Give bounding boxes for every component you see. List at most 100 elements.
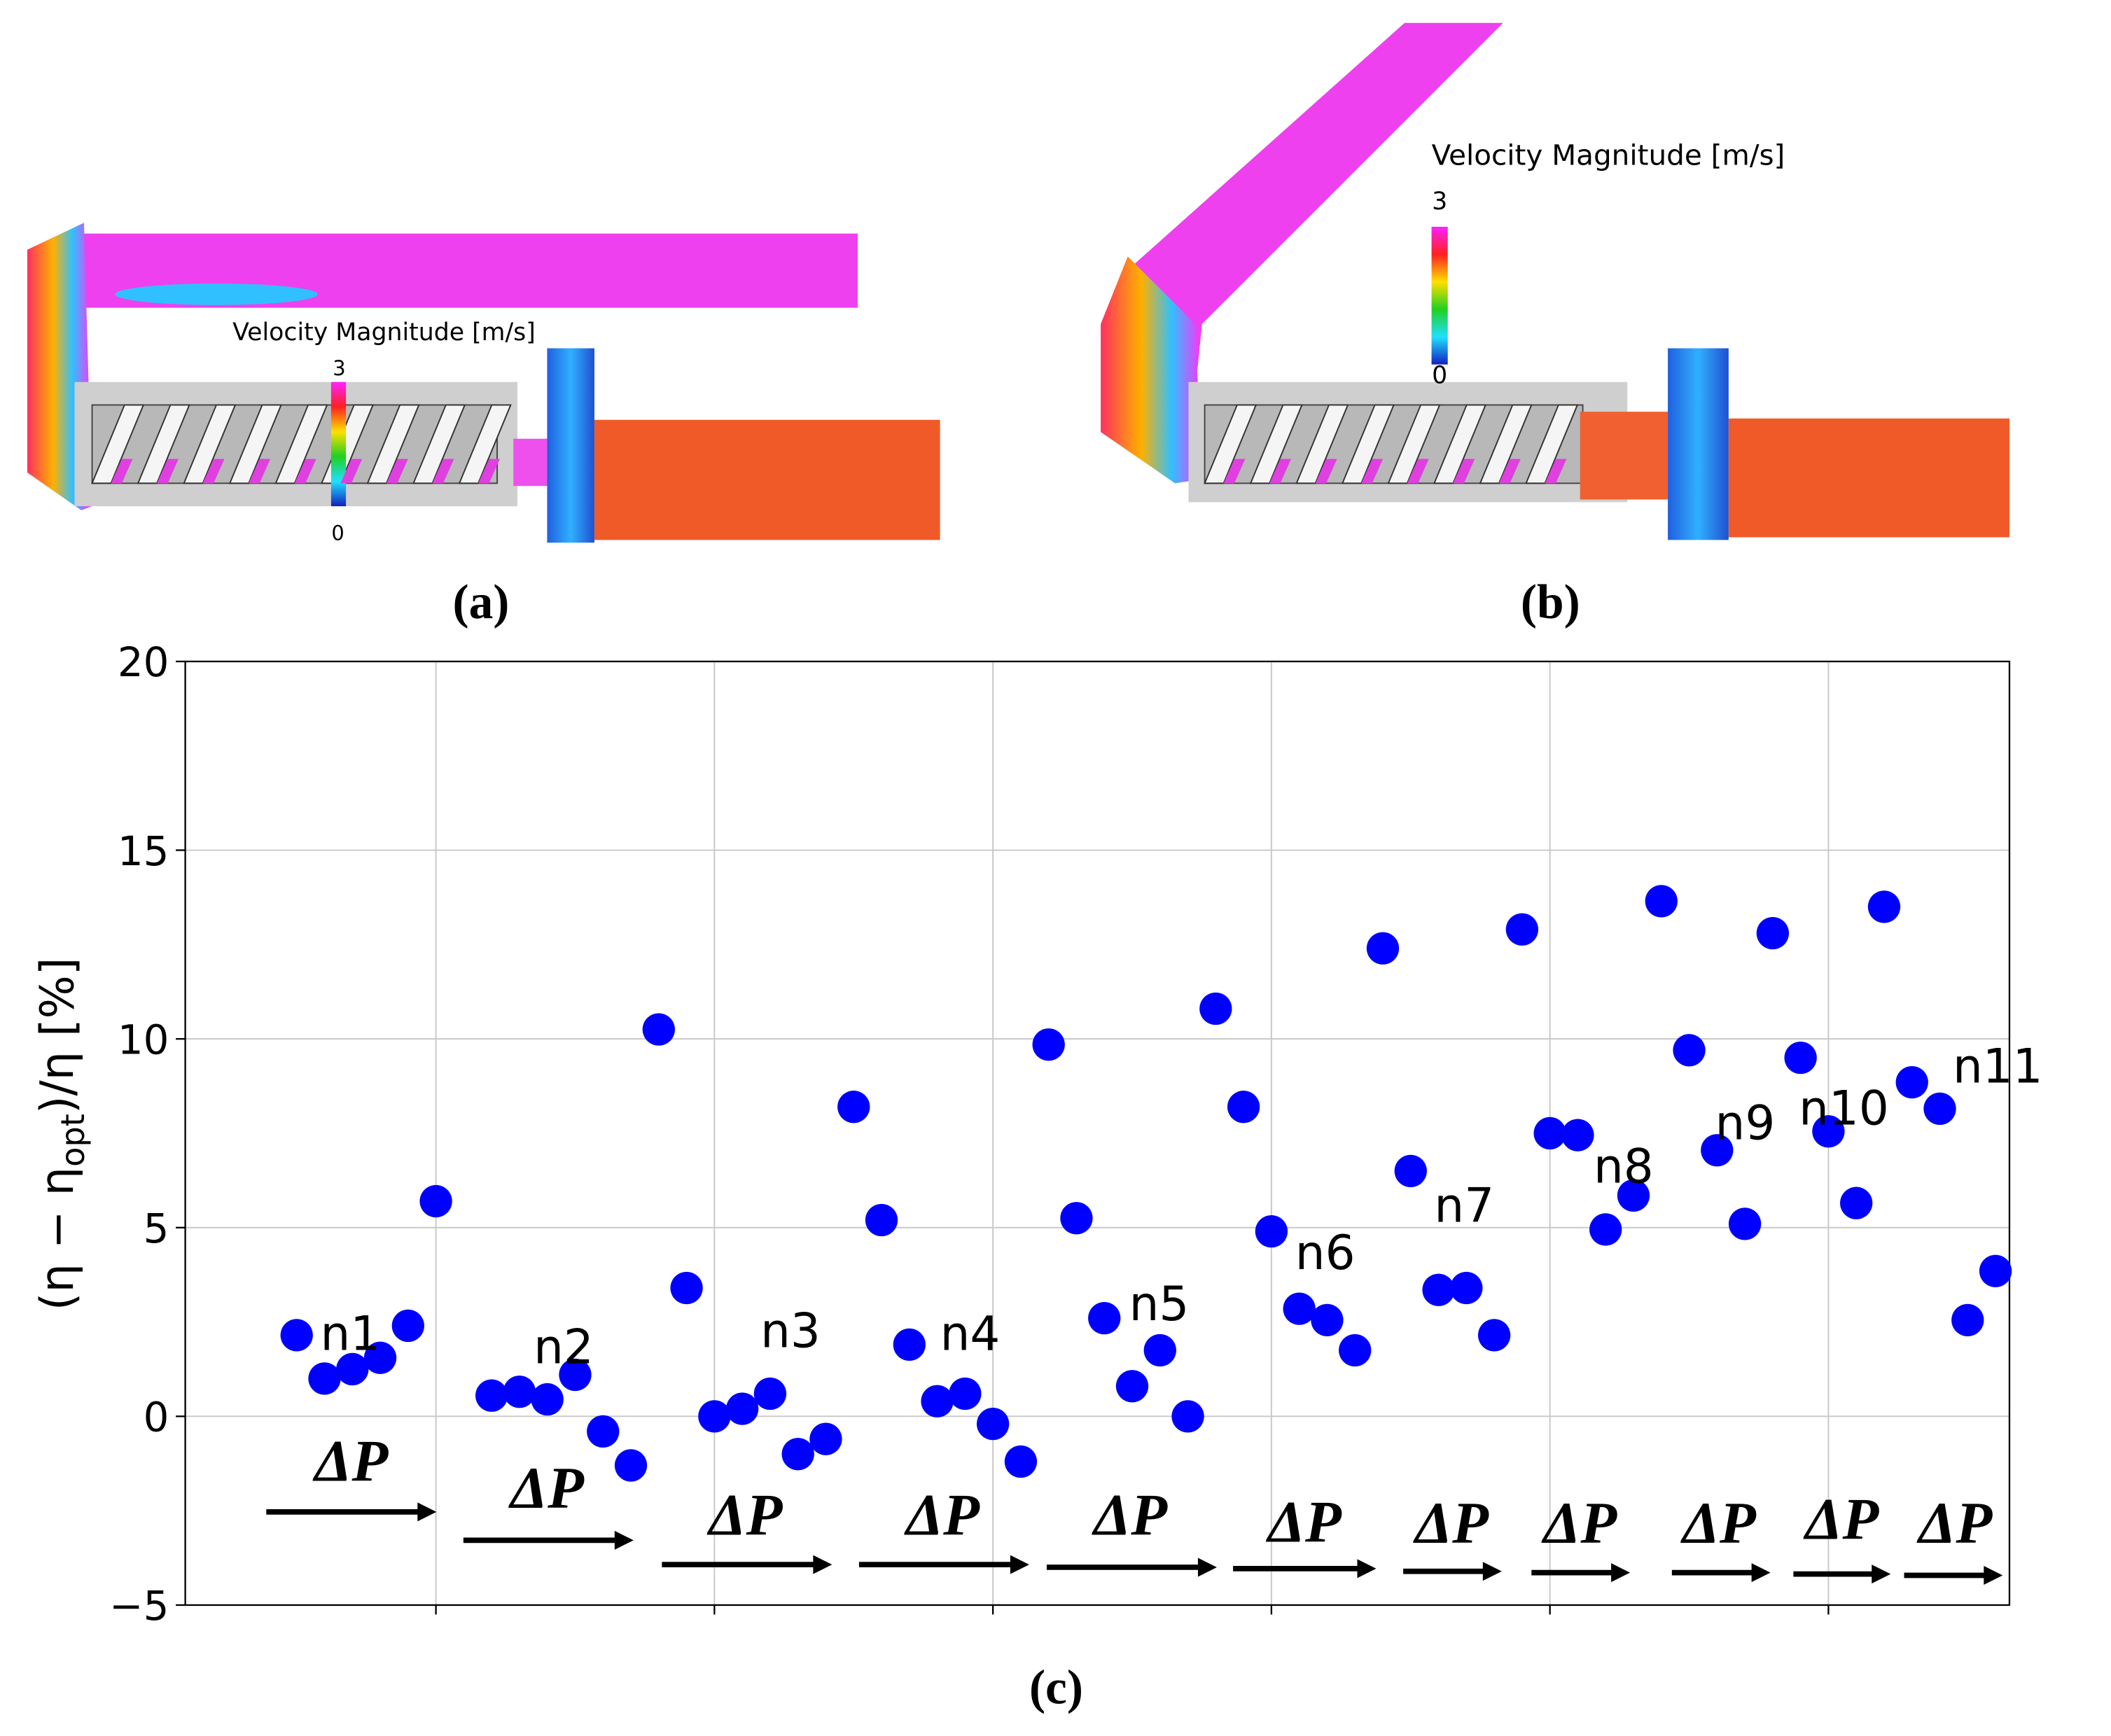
y-tick-label: 10 (118, 1016, 169, 1063)
group-label: n4 (940, 1306, 1001, 1361)
point (1979, 1254, 2012, 1287)
colorbar-title: Velocity Magnitude [m/s] (232, 318, 536, 346)
point (781, 1438, 814, 1471)
colorbar-min: 0 (1432, 362, 1447, 390)
connector (1580, 412, 1668, 500)
point (1255, 1214, 1288, 1248)
point (1756, 917, 1789, 950)
y-tick-label: 0 (144, 1394, 169, 1441)
point (391, 1309, 424, 1343)
group-label: n8 (1594, 1138, 1654, 1194)
group-label: n11 (1953, 1039, 2043, 1094)
screw-flight (1295, 404, 1349, 484)
panel-label: (a) (452, 575, 509, 629)
pipe (1127, 22, 1503, 392)
flow-gap (157, 458, 179, 484)
screw-flight (366, 404, 420, 484)
point (1394, 1154, 1427, 1188)
screw-flight (183, 404, 237, 484)
flow-gap (1361, 458, 1384, 484)
flow-gap (1498, 458, 1521, 484)
point (531, 1382, 564, 1416)
point (614, 1449, 648, 1482)
point (1477, 1319, 1511, 1352)
point (949, 1377, 982, 1410)
screw-flight (1479, 404, 1533, 484)
flow-gap (1453, 458, 1475, 484)
outlet-pipe (594, 419, 940, 540)
colorbar-max: 3 (333, 356, 345, 380)
point (1311, 1303, 1344, 1336)
group-label: n7 (1434, 1177, 1494, 1233)
colorbar-min: 0 (331, 521, 344, 545)
pressure-label: ΔP (706, 1483, 783, 1548)
point (1088, 1302, 1121, 1335)
pressure-label: ΔP (1916, 1490, 1993, 1556)
arrow-head (813, 1555, 832, 1574)
cfd-image-a: Velocity Magnitude [m/s] 3 0 (a) (27, 223, 940, 629)
screw-flight (412, 404, 466, 484)
pressure-label: ΔP (1092, 1483, 1168, 1548)
point (753, 1377, 787, 1410)
group-label: n10 (1799, 1080, 1889, 1135)
point (1589, 1213, 1622, 1246)
point (1199, 992, 1232, 1026)
point (1171, 1400, 1204, 1433)
point (809, 1422, 842, 1455)
point (1840, 1186, 1873, 1219)
point (1143, 1334, 1176, 1367)
flow-gap (432, 458, 454, 484)
point (308, 1362, 341, 1395)
y-axis-label: (η − ηopt)/η [%] (32, 958, 92, 1311)
arrow-head (614, 1530, 634, 1550)
screw-flight (137, 404, 190, 484)
y-axis-label-subscript: opt (54, 1114, 92, 1167)
flange (547, 348, 594, 543)
cfd-image-b: Velocity Magnitude [m/s] 3 0 (b) (1101, 22, 2009, 629)
point (1673, 1034, 1706, 1067)
point (1728, 1208, 1762, 1240)
point (921, 1385, 954, 1418)
point (1004, 1445, 1038, 1478)
pressure-label: ΔP (1413, 1490, 1489, 1556)
flow-gap (1545, 458, 1567, 484)
point (1701, 1134, 1734, 1167)
flow-gap (1407, 458, 1429, 484)
point (642, 1013, 675, 1046)
pressure-label: ΔP (1680, 1490, 1757, 1556)
pressure-label: ΔP (508, 1455, 585, 1521)
screw-flight (1341, 404, 1395, 484)
point (865, 1203, 898, 1237)
point (419, 1184, 452, 1218)
flow-gap (478, 458, 500, 484)
point (336, 1352, 369, 1386)
arrow-head (1751, 1563, 1771, 1583)
group-label: n2 (534, 1320, 594, 1375)
flow-gap (1269, 458, 1292, 484)
flow-gap (1223, 458, 1246, 484)
outlet-pipe (1728, 418, 2009, 538)
point (1060, 1202, 1093, 1235)
colorbar-max: 3 (1432, 188, 1447, 216)
point (475, 1379, 508, 1412)
screw-flight (91, 404, 145, 484)
point (1784, 1041, 1817, 1074)
screw-flight (1525, 404, 1579, 484)
pressure-label: ΔP (1541, 1490, 1617, 1556)
point (670, 1271, 703, 1305)
point (1115, 1370, 1149, 1403)
group-label: n6 (1295, 1225, 1356, 1280)
point (559, 1358, 592, 1392)
arrow-head (417, 1502, 437, 1522)
point (363, 1341, 397, 1374)
flow-gap (294, 458, 316, 484)
colorbar (330, 382, 347, 507)
group-label: n3 (760, 1303, 821, 1359)
point (1867, 890, 1901, 923)
flange (1668, 348, 1729, 540)
colorbar-title: Velocity Magnitude [m/s] (1432, 138, 1785, 172)
screw-flight (274, 404, 328, 484)
point (1339, 1334, 1372, 1367)
